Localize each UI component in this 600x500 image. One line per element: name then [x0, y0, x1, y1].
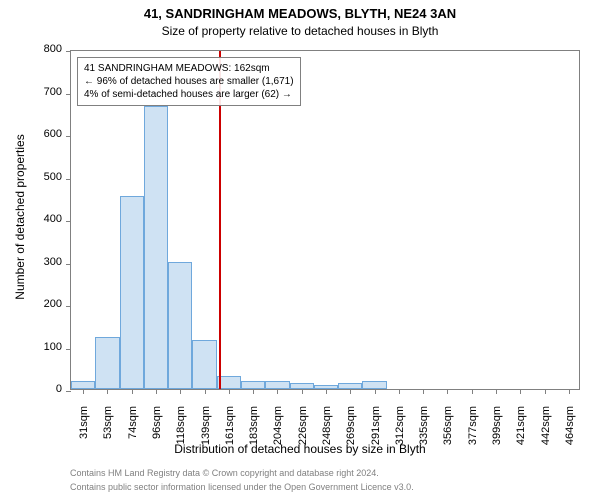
chart-title-main: 41, SANDRINGHAM MEADOWS, BLYTH, NE24 3AN — [0, 6, 600, 21]
x-tick-label: 377sqm — [467, 406, 479, 456]
credit-line-2: Contains public sector information licen… — [70, 482, 414, 492]
x-tick-label: 312sqm — [394, 406, 406, 456]
x-tick-label: 161sqm — [224, 406, 236, 456]
y-tick-label: 100 — [22, 341, 62, 353]
x-tick-label: 139sqm — [200, 406, 212, 456]
x-tick-label: 53sqm — [102, 406, 114, 456]
x-tick-label: 31sqm — [78, 406, 90, 456]
plot-area: 41 SANDRINGHAM MEADOWS: 162sqm← 96% of d… — [70, 50, 580, 390]
callout-box: 41 SANDRINGHAM MEADOWS: 162sqm← 96% of d… — [77, 57, 301, 106]
credit-line-1: Contains HM Land Registry data © Crown c… — [70, 468, 379, 478]
x-tick-label: 204sqm — [272, 406, 284, 456]
y-tick-label: 700 — [22, 86, 62, 98]
histogram-bar — [241, 381, 265, 390]
x-tick-label: 96sqm — [151, 406, 163, 456]
y-tick-label: 200 — [22, 298, 62, 310]
y-tick-label: 500 — [22, 171, 62, 183]
histogram-bar — [144, 106, 168, 389]
x-tick-label: 356sqm — [442, 406, 454, 456]
histogram-bar — [192, 340, 216, 389]
y-tick-label: 0 — [22, 383, 62, 395]
histogram-bar — [95, 337, 119, 389]
x-tick-label: 335sqm — [418, 406, 430, 456]
x-tick-label: 248sqm — [321, 406, 333, 456]
x-tick-label: 464sqm — [564, 406, 576, 456]
x-tick-label: 183sqm — [248, 406, 260, 456]
y-tick-label: 400 — [22, 213, 62, 225]
callout-text: ← 96% of detached houses are smaller (1,… — [84, 75, 294, 88]
x-tick-label: 74sqm — [127, 406, 139, 456]
x-tick-label: 226sqm — [297, 406, 309, 456]
callout-text: 41 SANDRINGHAM MEADOWS: 162sqm — [84, 62, 294, 75]
x-tick-label: 118sqm — [175, 406, 187, 456]
x-tick-label: 269sqm — [345, 406, 357, 456]
histogram-bar — [71, 381, 95, 389]
histogram-bar — [362, 381, 386, 389]
x-tick-label: 421sqm — [515, 406, 527, 456]
histogram-bar — [265, 381, 289, 389]
x-tick-label: 291sqm — [370, 406, 382, 456]
x-tick-label: 399sqm — [491, 406, 503, 456]
histogram-bar — [120, 196, 144, 389]
x-tick-label: 442sqm — [540, 406, 552, 456]
y-tick-label: 300 — [22, 256, 62, 268]
chart-title-sub: Size of property relative to detached ho… — [0, 24, 600, 38]
y-tick-label: 800 — [22, 43, 62, 55]
y-tick-label: 600 — [22, 128, 62, 140]
callout-text: 4% of semi-detached houses are larger (6… — [84, 88, 294, 101]
histogram-bar — [168, 262, 192, 389]
